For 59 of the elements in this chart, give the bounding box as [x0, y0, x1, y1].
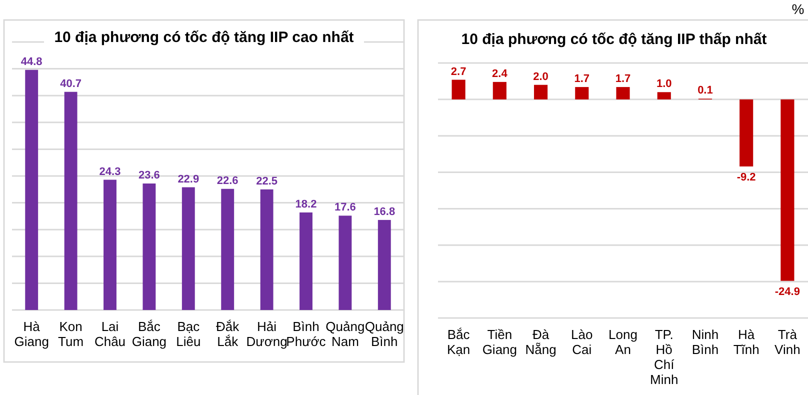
data-label: 1.7 — [574, 73, 590, 86]
bar — [221, 188, 234, 310]
x-tick-label: TP. Hồ Chí Minh — [650, 327, 678, 387]
data-label: 22.6 — [216, 174, 238, 187]
chart-title: 10 địa phương có tốc độ tăng IIP thấp nhất — [461, 31, 767, 48]
x-tick-label: Bạc Liêu — [176, 319, 201, 349]
data-label: 16.8 — [374, 206, 396, 218]
x-tick-label: Hà Giang — [14, 319, 49, 349]
bar — [64, 92, 78, 310]
data-label: 1.7 — [615, 73, 631, 86]
x-tick-label: Ninh Bình — [692, 327, 719, 357]
x-tick-label: Đắk Lắk — [216, 319, 240, 349]
data-label: 0.1 — [698, 84, 713, 97]
data-label: 2.7 — [450, 66, 466, 78]
x-tick-label: Quảng Bình — [364, 319, 404, 349]
data-label: 23.6 — [138, 170, 160, 182]
data-label: -24.9 — [774, 286, 800, 298]
bar — [616, 87, 630, 100]
bar — [452, 80, 466, 100]
bar — [104, 180, 116, 310]
chart-title: 10 địa phương có tốc độ tăng IIP cao nhất — [54, 29, 354, 46]
data-label: 44.8 — [20, 56, 42, 68]
bar — [534, 84, 548, 100]
x-tick-label: Tiền Giang — [482, 327, 518, 357]
y-axis-title: % — [792, 1, 804, 17]
bar — [780, 99, 794, 281]
bar — [260, 189, 274, 310]
x-tick-label: Kon Tum — [58, 319, 84, 349]
x-tick-label: Bắc Kạn — [446, 327, 470, 357]
x-tick-label: Long An — [608, 327, 638, 357]
bar — [182, 187, 195, 310]
x-tick-label: Hải Dương — [246, 319, 288, 349]
x-tick-label: Hà Tĩnh — [733, 327, 760, 357]
x-tick-label: Quảng Nam — [326, 319, 365, 349]
bar — [492, 82, 506, 100]
data-label: 2.4 — [492, 68, 508, 80]
data-label: 40.7 — [60, 78, 82, 90]
data-label: 22.5 — [256, 175, 278, 188]
data-label: 22.9 — [178, 173, 200, 186]
bar — [740, 99, 754, 166]
data-label: -9.2 — [736, 171, 756, 184]
data-label: 17.6 — [334, 202, 356, 214]
x-tick-label: Bình Phước — [286, 319, 326, 349]
bar — [25, 70, 38, 310]
x-tick-label: Đà Nẵng — [525, 327, 556, 357]
bar — [657, 92, 671, 100]
bar — [142, 184, 156, 310]
x-tick-label: Lào Cai — [571, 327, 593, 357]
data-label: 18.2 — [295, 198, 317, 210]
x-tick-label: Bắc Giang — [132, 319, 167, 349]
data-label: 2.0 — [533, 70, 548, 83]
bar — [575, 87, 589, 100]
data-label: 24.3 — [99, 166, 121, 178]
x-tick-label: Trà Vinh — [774, 327, 800, 357]
data-label: 1.0 — [656, 78, 672, 90]
bar — [338, 216, 352, 310]
bar — [300, 212, 312, 310]
x-tick-label: Lai Châu — [94, 319, 126, 349]
bar — [378, 220, 391, 310]
